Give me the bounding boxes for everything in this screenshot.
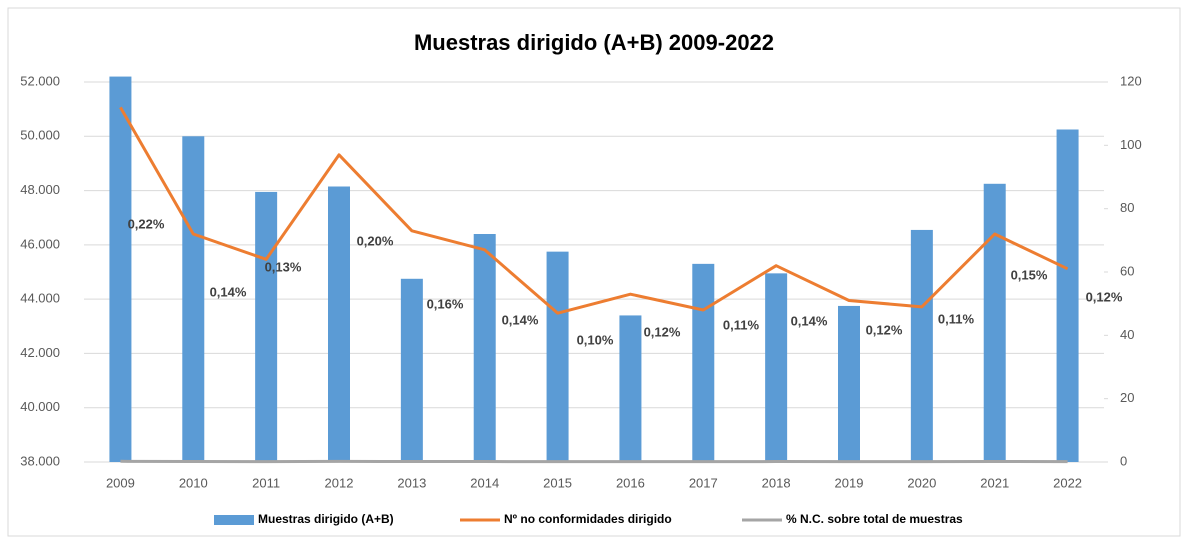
data-label: 0,22% — [128, 216, 165, 231]
data-label: 0,13% — [265, 259, 302, 274]
legend-label: Muestras dirigido (A+B) — [258, 512, 394, 526]
data-label: 0,12% — [1086, 289, 1123, 304]
y2-tick-label: 20 — [1120, 390, 1134, 405]
y2-tick-label: 40 — [1120, 327, 1134, 342]
x-tick-label: 2018 — [762, 475, 791, 490]
bar — [473, 234, 496, 462]
x-tick-label: 2011 — [252, 475, 280, 490]
data-label: 0,20% — [357, 233, 394, 248]
x-tick-label: 2014 — [470, 475, 499, 490]
bar — [910, 229, 933, 462]
data-label: 0,11% — [938, 311, 975, 326]
y-tick-label: 50.000 — [20, 128, 60, 143]
data-label: 0,10% — [577, 332, 614, 347]
y-tick-label: 42.000 — [20, 345, 60, 360]
y-tick-label: 46.000 — [20, 236, 60, 251]
data-label: 0,12% — [644, 324, 681, 339]
chart-title: Muestras dirigido (A+B) 2009-2022 — [414, 30, 774, 55]
bar — [838, 305, 860, 462]
x-tick-label: 2013 — [397, 475, 426, 490]
y-tick-label: 52.000 — [20, 73, 60, 88]
x-tick-label: 2010 — [179, 475, 208, 490]
bar — [182, 136, 205, 463]
bar — [1056, 129, 1079, 462]
data-label: 0,14% — [210, 284, 247, 299]
bar — [109, 76, 132, 463]
bar — [546, 251, 569, 462]
y2-tick-label: 120 — [1120, 73, 1142, 88]
y-tick-label: 40.000 — [20, 399, 60, 414]
legend-swatch — [214, 515, 254, 525]
y2-tick-label: 80 — [1120, 200, 1134, 215]
x-tick-label: 2021 — [980, 475, 1009, 490]
bar — [400, 278, 423, 462]
y-tick-label: 44.000 — [20, 291, 60, 306]
data-label: 0,14% — [502, 312, 539, 327]
bar — [328, 186, 350, 462]
y-tick-label: 38.000 — [20, 453, 60, 468]
y2-tick-label: 0 — [1120, 453, 1127, 468]
bar — [765, 273, 788, 462]
data-label: 0,11% — [723, 317, 760, 332]
x-tick-label: 2017 — [689, 475, 718, 490]
x-tick-label: 2009 — [106, 475, 135, 490]
data-label: 0,12% — [866, 322, 903, 337]
data-label: 0,14% — [791, 313, 828, 328]
x-tick-label: 2022 — [1053, 475, 1082, 490]
bar — [619, 315, 642, 462]
y-tick-label: 48.000 — [20, 182, 60, 197]
x-tick-label: 2015 — [543, 475, 572, 490]
legend-label: % N.C. sobre total de muestras — [786, 512, 963, 526]
legend-label: Nº no conformidades dirigido — [504, 512, 672, 526]
bar — [983, 183, 1006, 463]
bar — [692, 263, 715, 462]
x-tick-label: 2020 — [907, 475, 936, 490]
y2-tick-label: 100 — [1120, 137, 1142, 152]
x-tick-label: 2019 — [835, 475, 864, 490]
x-tick-label: 2016 — [616, 475, 645, 490]
bar — [255, 191, 278, 462]
x-tick-label: 2012 — [325, 475, 354, 490]
y2-tick-label: 60 — [1120, 263, 1134, 278]
data-label: 0,16% — [427, 296, 464, 311]
line — [119, 106, 1069, 315]
data-label: 0,15% — [1011, 267, 1048, 282]
